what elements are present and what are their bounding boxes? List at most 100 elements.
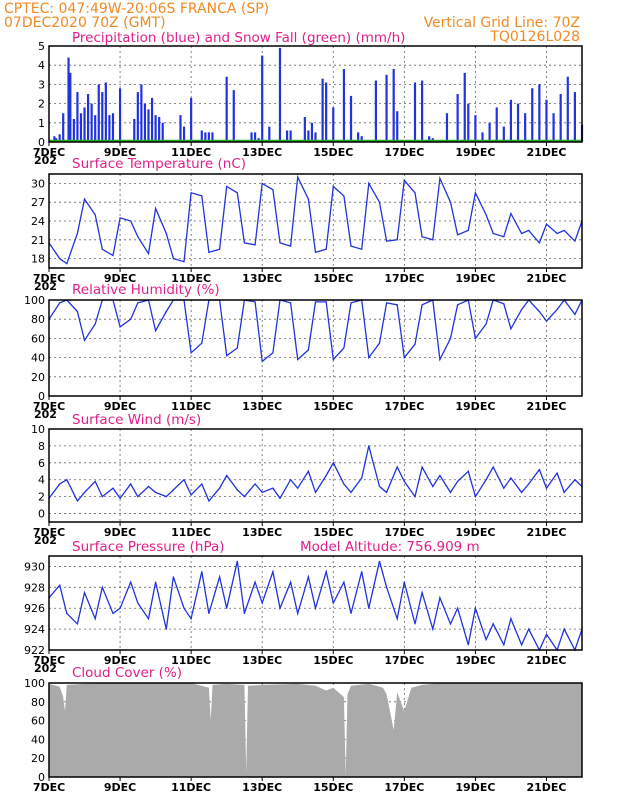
chart-panel-2: Surface Temperature (nC) 18 21 24 27 30 7DEC 9D… [31, 156, 583, 293]
data-point [279, 497, 281, 499]
data-point [368, 607, 370, 609]
data-point [520, 309, 523, 311]
data-point [254, 301, 256, 303]
data-point [290, 479, 292, 481]
plot-frame [48, 682, 583, 778]
y-tick-label: 40 [31, 352, 45, 365]
y-tick-label: 80 [31, 696, 45, 709]
header-station: CPTEC: 047:49W-20:06S FRANCA (SP) [4, 1, 269, 17]
data-point [538, 242, 540, 244]
data-point [147, 252, 150, 255]
data-point [119, 217, 121, 219]
data-point [201, 195, 203, 197]
precip-bar [83, 107, 86, 142]
chart-panel-4: Surface Wind (m/s) 0 2 4 6 8 10 7DEC 9DEC 11DEC 13… [31, 412, 583, 547]
data-point [414, 343, 416, 345]
precip-bar [357, 132, 360, 142]
panel-title: Surface Wind (m/s) [72, 412, 201, 428]
data-point [485, 638, 487, 641]
chart-panel-6: Cloud Cover (%) 0 20 40 60 80 100 7DEC 9DEC 11DEC… [24, 665, 583, 794]
plot-frame [48, 45, 583, 143]
data-point [421, 466, 423, 468]
panel-title: Surface Temperature (nC) [72, 156, 246, 172]
data-point [314, 491, 317, 494]
data-point [343, 483, 345, 485]
data-point [396, 304, 398, 306]
y-tick-label: 20 [31, 371, 45, 384]
data-point [137, 496, 139, 498]
precip-bar [147, 109, 150, 142]
data-point [155, 581, 157, 583]
data-point [261, 182, 263, 184]
data-point [414, 192, 416, 194]
precip-bar [278, 47, 282, 142]
precip-bar [303, 117, 306, 142]
data-point [218, 576, 221, 578]
data-point [332, 602, 334, 604]
precip-bar [566, 76, 569, 142]
data-point [492, 623, 494, 625]
precip-bar [559, 94, 562, 142]
data-point [421, 304, 423, 306]
y-tick-label: 18 [31, 253, 45, 266]
data-point [396, 466, 398, 468]
x-tick-label: 21DEC [526, 272, 566, 285]
data-point [94, 214, 96, 216]
precip-bar [261, 55, 264, 142]
data-point [297, 612, 299, 615]
precip-bar [314, 132, 317, 142]
y-tick-label: 8 [38, 440, 45, 453]
data-point [112, 612, 114, 615]
data-point [172, 489, 174, 491]
data-point [307, 470, 309, 472]
precip-bar [538, 84, 541, 142]
x-tick-label: 7DEC [33, 400, 65, 413]
x-tick-label: 17DEC [384, 400, 424, 413]
x-tick-label: 21DEC [526, 654, 566, 667]
y-tick-label: 924 [24, 623, 45, 636]
data-point [243, 242, 246, 244]
x-tick-label: 7DEC [33, 654, 65, 667]
precip-bar [58, 134, 61, 142]
data-point [279, 607, 281, 609]
data-point [414, 496, 416, 498]
data-point [172, 258, 174, 260]
data-point [201, 483, 203, 485]
data-point [236, 489, 238, 491]
data-point [510, 477, 512, 479]
series-line [48, 174, 583, 265]
x-tick-label: 19DEC [455, 654, 495, 667]
y-tick-label: 2 [38, 491, 45, 504]
precip-bar [342, 69, 346, 142]
data-point [439, 177, 441, 179]
precip-bar [396, 111, 399, 142]
data-point [378, 485, 381, 488]
data-point [130, 220, 132, 222]
data-point [467, 644, 469, 646]
data-point [510, 618, 512, 620]
data-point [272, 189, 274, 191]
precip-bar [94, 115, 97, 142]
data-point [297, 176, 299, 178]
data-point [538, 468, 540, 471]
data-point [190, 352, 192, 354]
header-run-date: 07DEC2020 70Z (GMT) [4, 15, 166, 31]
x-year-fragment: 202 [34, 154, 57, 167]
data-point [137, 302, 139, 304]
data-point [385, 302, 388, 304]
precip-bar [161, 122, 164, 142]
data-point [556, 309, 558, 311]
data-point [119, 497, 121, 499]
x-tick-label: 11DEC [171, 272, 211, 285]
data-point [474, 192, 476, 194]
data-point [449, 201, 452, 203]
x-tick-label: 19DEC [455, 400, 495, 413]
data-point [385, 491, 388, 494]
precip-bar [69, 72, 72, 142]
data-point [503, 644, 505, 646]
y-tick-label: 10 [31, 423, 45, 436]
data-point [94, 618, 96, 620]
data-point [545, 633, 548, 635]
data-point [457, 304, 459, 306]
